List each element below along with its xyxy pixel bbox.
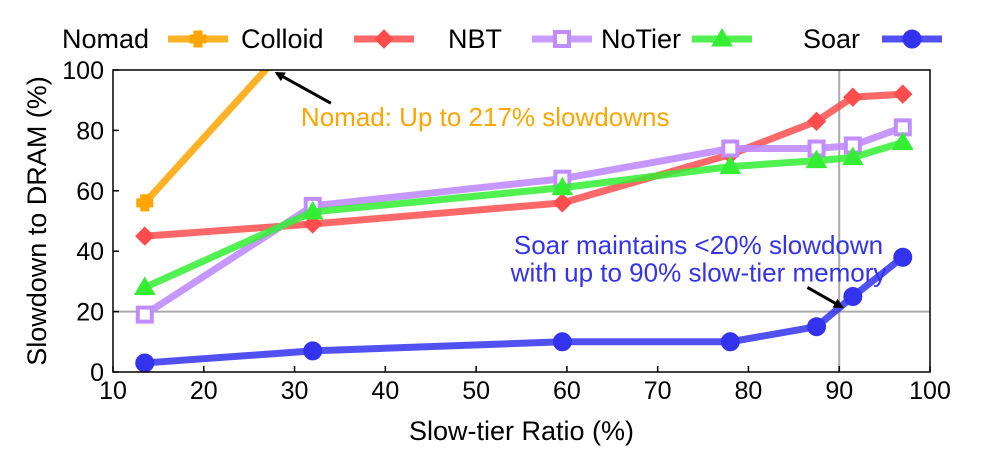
data-point-notier [133, 276, 156, 295]
data-point-colloid [806, 111, 827, 132]
series-line-nomad [142, 70, 271, 206]
data-point-soar [807, 317, 827, 337]
data-point-colloid [552, 193, 573, 213]
y-tick-label: 40 [76, 238, 104, 266]
x-tick-label: 80 [735, 377, 763, 405]
annotation-text: Soar maintains <20% slowdown [514, 230, 883, 260]
legend-swatch-marker [902, 29, 922, 49]
data-point-soar [893, 247, 913, 267]
legend-label: Soar [803, 24, 860, 54]
y-tick-label: 80 [76, 117, 104, 145]
annotation-text: Nomad: Up to 217% slowdowns [301, 102, 670, 132]
chart-annotations: Nomad: Up to 217% slowdowns Soar maintain… [274, 71, 887, 309]
legend-item-colloid: Colloid [241, 24, 414, 54]
x-axis-label: Slow-tier Ratio (%) [409, 416, 634, 446]
axis-ticks: 10 20 30 40 50 60 70 80 90 100 0 20 40 60 80 100 [62, 57, 951, 405]
legend-item-nbt: NBT [448, 24, 592, 54]
data-point-soar [720, 332, 740, 352]
annotation-1: Nomad: Up to 217% slowdowns [274, 71, 670, 132]
annotation-arrow [806, 286, 844, 309]
series-nomad [136, 70, 271, 212]
data-point-notier [551, 176, 574, 196]
x-tick-label: 60 [553, 377, 581, 405]
data-point-colloid [843, 87, 863, 107]
data-point-notier [805, 149, 828, 169]
y-tick-label: 60 [76, 178, 104, 206]
series-soar [135, 247, 913, 373]
data-point-colloid [303, 214, 323, 234]
annotation-text: with up to 90% slow-tier memory [510, 257, 887, 287]
legend-swatch-marker [711, 28, 733, 47]
y-axis-label: Slowdown to DRAM (%) [22, 76, 52, 366]
legend-label: NBT [448, 24, 502, 54]
y-tick-label: 0 [90, 359, 104, 387]
chart-legend: Nomad Colloid NBT NoTier Soar [62, 24, 942, 54]
x-tick-label: 90 [825, 377, 853, 405]
series-notier [133, 131, 914, 295]
legend-swatch-marker [374, 29, 394, 49]
legend-swatch-marker [553, 30, 571, 48]
legend-label: NoTier [601, 24, 681, 54]
x-tick-label: 20 [190, 377, 218, 405]
data-point-soar [135, 353, 155, 373]
legend-swatch-marker [189, 30, 207, 48]
plot-frame [112, 69, 931, 373]
data-point-notier [891, 131, 914, 150]
x-tick-label: 70 [644, 377, 672, 405]
data-point-notier [841, 146, 864, 166]
data-point-soar [552, 332, 572, 352]
legend-label: Colloid [241, 24, 324, 54]
legend-item-notier: NoTier [601, 24, 752, 54]
data-point-notier [301, 200, 324, 220]
data-point-nomad [136, 194, 154, 212]
legend-label: Nomad [62, 24, 149, 54]
legend-item-nomad: Nomad [62, 24, 228, 54]
x-tick-label: 40 [371, 377, 399, 405]
data-point-colloid [135, 226, 155, 246]
data-point-soar [303, 341, 323, 361]
annotation-arrow [274, 71, 332, 105]
data-point-nbt [721, 139, 740, 158]
series-nbt [135, 118, 912, 324]
y-tick-label: 20 [76, 299, 104, 327]
data-point-soar [843, 287, 863, 306]
x-tick-label: 30 [281, 377, 309, 405]
x-tick-label: 100 [909, 377, 951, 405]
data-point-notier [719, 155, 742, 175]
data-point-nbt [135, 305, 154, 324]
data-point-colloid [893, 84, 913, 104]
y-tick-label: 100 [62, 57, 104, 85]
reference-lines [113, 70, 930, 372]
x-tick-label: 50 [462, 377, 490, 405]
x-tick-label: 10 [99, 377, 127, 405]
plot-area [133, 70, 914, 373]
legend-item-soar: Soar [803, 24, 942, 54]
